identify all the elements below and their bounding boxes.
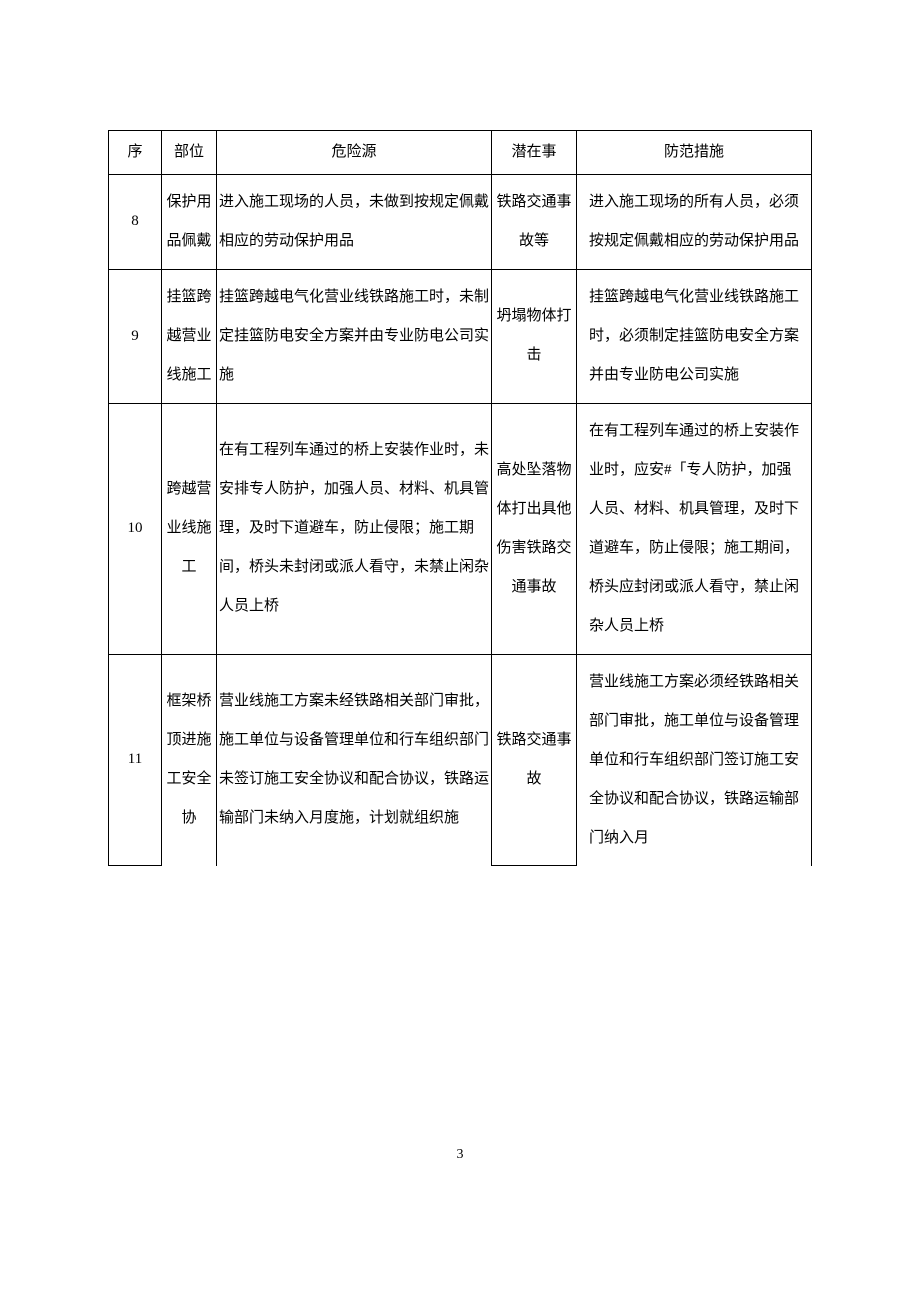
cell-seq: 11 <box>109 654 162 866</box>
hazard-table: 序 部位 危险源 潜在事 防范措施 8 保护用品佩戴 进入施工现场的人员，未做到… <box>108 130 812 866</box>
cell-risk: 坍塌物体打击 <box>492 269 577 403</box>
cell-part: 跨越营业线施工 <box>162 403 217 654</box>
cell-seq: 8 <box>109 174 162 269</box>
cell-hazard: 挂篮跨越电气化营业线铁路施工时，未制定挂篮防电安全方案并由专业防电公司实施 <box>217 269 492 403</box>
cell-seq: 9 <box>109 269 162 403</box>
header-part: 部位 <box>162 131 217 175</box>
cell-hazard: 进入施工现场的人员，未做到按规定佩戴相应的劳动保护用品 <box>217 174 492 269</box>
header-measure: 防范措施 <box>577 131 812 175</box>
table-row: 9 挂篮跨越营业线施工 挂篮跨越电气化营业线铁路施工时，未制定挂篮防电安全方案并… <box>109 269 812 403</box>
page-number: 3 <box>457 1147 464 1163</box>
cell-measure: 在有工程列车通过的桥上安装作业时，应安#「专人防护，加强人员、材料、机具管理，及… <box>577 403 812 654</box>
cell-hazard: 在有工程列车通过的桥上安装作业时，未安排专人防护，加强人员、材料、机具管理，及时… <box>217 403 492 654</box>
cell-part: 框架桥顶进施工安全协 <box>162 654 217 866</box>
cell-part: 保护用品佩戴 <box>162 174 217 269</box>
table-row: 11 框架桥顶进施工安全协 营业线施工方案未经铁路相关部门审批，施工单位与设备管… <box>109 654 812 866</box>
cell-part: 挂篮跨越营业线施工 <box>162 269 217 403</box>
header-risk: 潜在事 <box>492 131 577 175</box>
cell-hazard: 营业线施工方案未经铁路相关部门审批，施工单位与设备管理单位和行车组织部门未签订施… <box>217 654 492 866</box>
cell-risk: 高处坠落物体打出具他伤害铁路交通事故 <box>492 403 577 654</box>
table-row: 10 跨越营业线施工 在有工程列车通过的桥上安装作业时，未安排专人防护，加强人员… <box>109 403 812 654</box>
table-header-row: 序 部位 危险源 潜在事 防范措施 <box>109 131 812 175</box>
header-hazard: 危险源 <box>217 131 492 175</box>
cell-risk: 铁路交通事故 <box>492 654 577 866</box>
cell-measure: 营业线施工方案必须经铁路相关部门审批，施工单位与设备管理单位和行车组织部门签订施… <box>577 654 812 866</box>
cell-risk: 铁路交通事故等 <box>492 174 577 269</box>
cell-measure: 进入施工现场的所有人员，必须按规定佩戴相应的劳动保护用品 <box>577 174 812 269</box>
table-row: 8 保护用品佩戴 进入施工现场的人员，未做到按规定佩戴相应的劳动保护用品 铁路交… <box>109 174 812 269</box>
cell-measure: 挂篮跨越电气化营业线铁路施工时，必须制定挂篮防电安全方案并由专业防电公司实施 <box>577 269 812 403</box>
cell-seq: 10 <box>109 403 162 654</box>
header-seq: 序 <box>109 131 162 175</box>
